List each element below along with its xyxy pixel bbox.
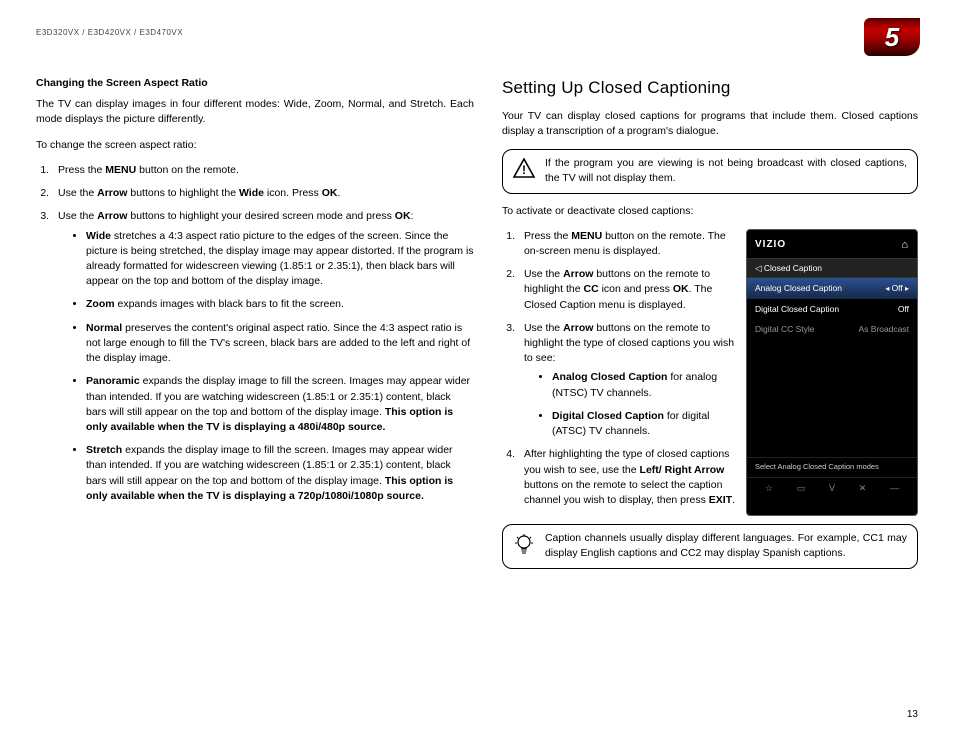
mode-normal: Normal preserves the content's original … — [86, 321, 474, 367]
tv-star-icon: ☆ — [765, 482, 773, 495]
tv-wide-icon: ▭ — [797, 482, 806, 495]
right-column: Setting Up Closed Captioning Your TV can… — [502, 76, 918, 579]
tv-row-style: Digital CC StyleAs Broadcast — [747, 319, 917, 339]
cc-analog-item: Analog Closed Caption for analog (NTSC) … — [552, 370, 736, 400]
mode-zoom: Zoom expands images with black bars to f… — [86, 297, 474, 312]
cc-step-3: Use the Arrow buttons on the remote to h… — [518, 321, 736, 440]
mode-panoramic: Panoramic expands the display image to f… — [86, 374, 474, 435]
lightbulb-icon — [513, 531, 535, 557]
cc-title: Setting Up Closed Captioning — [502, 76, 918, 101]
aspect-lead: To change the screen aspect ratio: — [36, 138, 474, 153]
aspect-steps: Press the MENU button on the remote. Use… — [52, 163, 474, 504]
chapter-badge: 5 — [864, 18, 920, 56]
page-number: 13 — [907, 709, 918, 720]
cc-step-2: Use the Arrow buttons on the remote to h… — [518, 267, 736, 313]
tv-row-digital: Digital Closed CaptionOff — [747, 299, 917, 319]
model-line: E3D320VX / E3D420VX / E3D470VX — [36, 28, 183, 37]
tv-row-analog: Analog Closed Caption◂ Off ▸ — [747, 278, 917, 299]
tv-breadcrumb: ◁ Closed Caption — [747, 258, 917, 278]
mode-wide: Wide stretches a 4:3 aspect ratio pictur… — [86, 229, 474, 290]
aspect-modes: Wide stretches a 4:3 aspect ratio pictur… — [86, 229, 474, 505]
home-icon: ⌂ — [901, 238, 909, 254]
tv-dash-icon: — — [890, 482, 899, 495]
tip-text: Caption channels usually display differe… — [545, 531, 907, 561]
cc-intro: Your TV can display closed captions for … — [502, 109, 918, 139]
cc-step-1: Press the MENU button on the remote. The… — [518, 229, 736, 259]
cc-lead: To activate or deactivate closed caption… — [502, 204, 918, 219]
aspect-subhead: Changing the Screen Aspect Ratio — [36, 76, 474, 91]
tv-footer-msg: Select Analog Closed Caption modes — [747, 457, 917, 477]
tv-close-icon: ✕ — [859, 482, 867, 495]
tv-brand: VIZIO — [755, 238, 786, 253]
cc-digital-item: Digital Closed Caption for digital (ATSC… — [552, 409, 736, 439]
cc-steps: Press the MENU button on the remote. The… — [518, 229, 736, 509]
tip-callout: Caption channels usually display differe… — [502, 524, 918, 568]
aspect-intro: The TV can display images in four differ… — [36, 97, 474, 127]
aspect-step-2: Use the Arrow buttons to highlight the W… — [52, 186, 474, 201]
tv-footer-icons: ☆ ▭ V ✕ — — [747, 477, 917, 495]
cc-step-4: After highlighting the type of closed ca… — [518, 447, 736, 508]
warning-icon: ! — [513, 156, 535, 178]
warning-callout: ! If the program you are viewing is not … — [502, 149, 918, 193]
left-column: Changing the Screen Aspect Ratio The TV … — [36, 76, 474, 579]
mode-stretch: Stretch expands the display image to fil… — [86, 443, 474, 504]
aspect-step-1: Press the MENU button on the remote. — [52, 163, 474, 178]
tv-menu-screenshot: VIZIO ⌂ ◁ Closed Caption Analog Closed C… — [746, 229, 918, 517]
aspect-step-3: Use the Arrow buttons to highlight your … — [52, 209, 474, 504]
warning-text: If the program you are viewing is not be… — [545, 156, 907, 186]
tv-vizio-icon: V — [829, 482, 835, 495]
svg-text:!: ! — [522, 163, 526, 177]
